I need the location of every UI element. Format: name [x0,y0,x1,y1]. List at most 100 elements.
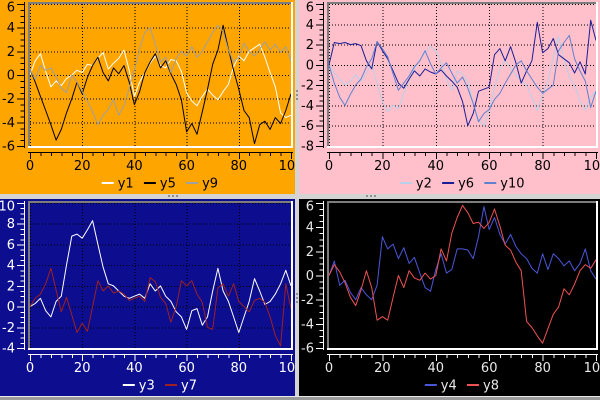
svg-text:100: 100 [279,361,295,376]
svg-text:y9: y9 [202,177,218,192]
plot-background [0,199,295,396]
series-y10 [328,34,597,123]
legend-item-y10: y10 [484,177,525,192]
svg-text:60: 60 [178,361,195,376]
legend: y4 y8 [424,379,499,394]
y-axis-labels: -8 -6 -4 -2 0 2 4 6 [301,1,314,155]
plot-background [299,199,600,396]
x-axis-labels: 0 20 40 60 80 100 [325,361,600,376]
plot-background [299,0,600,194]
svg-text:-2: -2 [2,321,15,336]
svg-text:2: 2 [306,245,314,260]
series-y4 [328,206,597,301]
series-y1 [29,43,292,119]
svg-text:-4: -4 [2,342,15,357]
legend-item-y3: y3 [122,379,155,394]
svg-text:4: 4 [7,259,15,274]
x-axis [327,152,598,159]
svg-text:2: 2 [306,38,314,53]
panel-bottom-right: -6-4-20246020406080100y4y8 [299,199,600,396]
svg-text:8: 8 [7,217,15,232]
svg-text:0: 0 [306,269,314,284]
svg-text:60: 60 [481,159,498,174]
series-y5 [29,24,292,145]
svg-text:6: 6 [306,1,314,16]
x-axis [28,152,293,159]
canvas-frame [28,201,293,350]
svg-text:40: 40 [126,159,143,174]
svg-text:6: 6 [7,238,15,253]
svg-text:80: 80 [231,159,248,174]
legend-item-y1: y1 [101,177,134,192]
svg-text:y7: y7 [181,379,197,394]
svg-text:2: 2 [7,279,15,294]
svg-text:4: 4 [306,221,314,236]
chart-top-left: -6-4-20246020406080100y1y5y9 [0,0,295,194]
y-axis [316,2,324,148]
svg-text:0: 0 [306,58,314,73]
horizontal-splitter[interactable] [0,194,600,199]
legend-item-y4: y4 [424,379,457,394]
svg-text:80: 80 [231,361,248,376]
y-axis-labels: -6 -4 -2 0 2 4 6 [301,200,314,357]
canvas-frame [28,2,293,148]
svg-text:2: 2 [7,45,15,60]
panel-top-right: -8-6-4-20246020406080100y2y6y10 [299,0,600,194]
svg-text:0: 0 [7,69,15,84]
series-y6 [328,19,597,127]
legend-item-y8: y8 [467,379,499,394]
svg-text:4: 4 [306,18,314,33]
svg-text:20: 20 [374,361,391,376]
legend-item-y2: y2 [399,177,432,192]
svg-text:40: 40 [428,361,445,376]
svg-text:-4: -4 [301,99,314,114]
chart-bottom-right: -6-4-20246020406080100y4y8 [299,199,600,396]
series-y9 [29,24,292,126]
svg-text:y10: y10 [500,177,524,192]
panel-bottom-left: -4-20246810020406080100y3y7 [0,199,295,396]
legend-item-y7: y7 [165,379,197,394]
chart-top-right: -8-6-4-20246020406080100y2y6y10 [299,0,600,194]
svg-text:10: 10 [0,200,15,215]
svg-text:-2: -2 [301,79,314,94]
svg-text:-6: -6 [2,140,15,155]
x-axis-labels: 0 20 40 60 80 100 [26,361,295,376]
legend: y3 y7 [122,379,197,394]
svg-text:100: 100 [279,159,295,174]
splitter-handle-icon [168,195,182,197]
chart-bottom-left: -4-20246810020406080100y3y7 [0,199,295,396]
svg-text:y3: y3 [139,379,155,394]
svg-text:-4: -4 [301,317,314,332]
svg-text:-6: -6 [301,342,314,357]
svg-text:40: 40 [428,159,445,174]
series-y8 [328,204,597,344]
svg-text:100: 100 [584,361,600,376]
svg-text:-4: -4 [2,116,15,131]
svg-text:y6: y6 [458,177,474,192]
svg-text:100: 100 [584,159,600,174]
canvas-frame [327,2,598,148]
svg-text:y2: y2 [416,177,432,192]
svg-text:y8: y8 [483,379,499,394]
svg-text:60: 60 [481,361,498,376]
svg-text:6: 6 [306,200,314,215]
vertical-splitter-top[interactable] [295,0,299,194]
svg-text:0: 0 [7,300,15,315]
y-axis-labels: -6 -4 -2 0 2 4 6 [2,1,15,155]
svg-text:-2: -2 [2,92,15,107]
legend-item-y5: y5 [143,177,176,192]
splitter-handle-icon [296,90,298,104]
svg-text:40: 40 [126,361,143,376]
svg-text:20: 20 [74,361,91,376]
svg-text:y4: y4 [441,379,457,394]
svg-text:20: 20 [374,159,391,174]
window-bottom-border [0,396,600,400]
svg-text:-6: -6 [301,119,314,134]
svg-text:y5: y5 [160,177,176,192]
svg-text:60: 60 [178,159,195,174]
series-y7 [29,267,292,347]
vertical-splitter-bottom[interactable] [295,199,299,396]
x-axis [28,354,293,361]
plot-background [0,0,295,194]
